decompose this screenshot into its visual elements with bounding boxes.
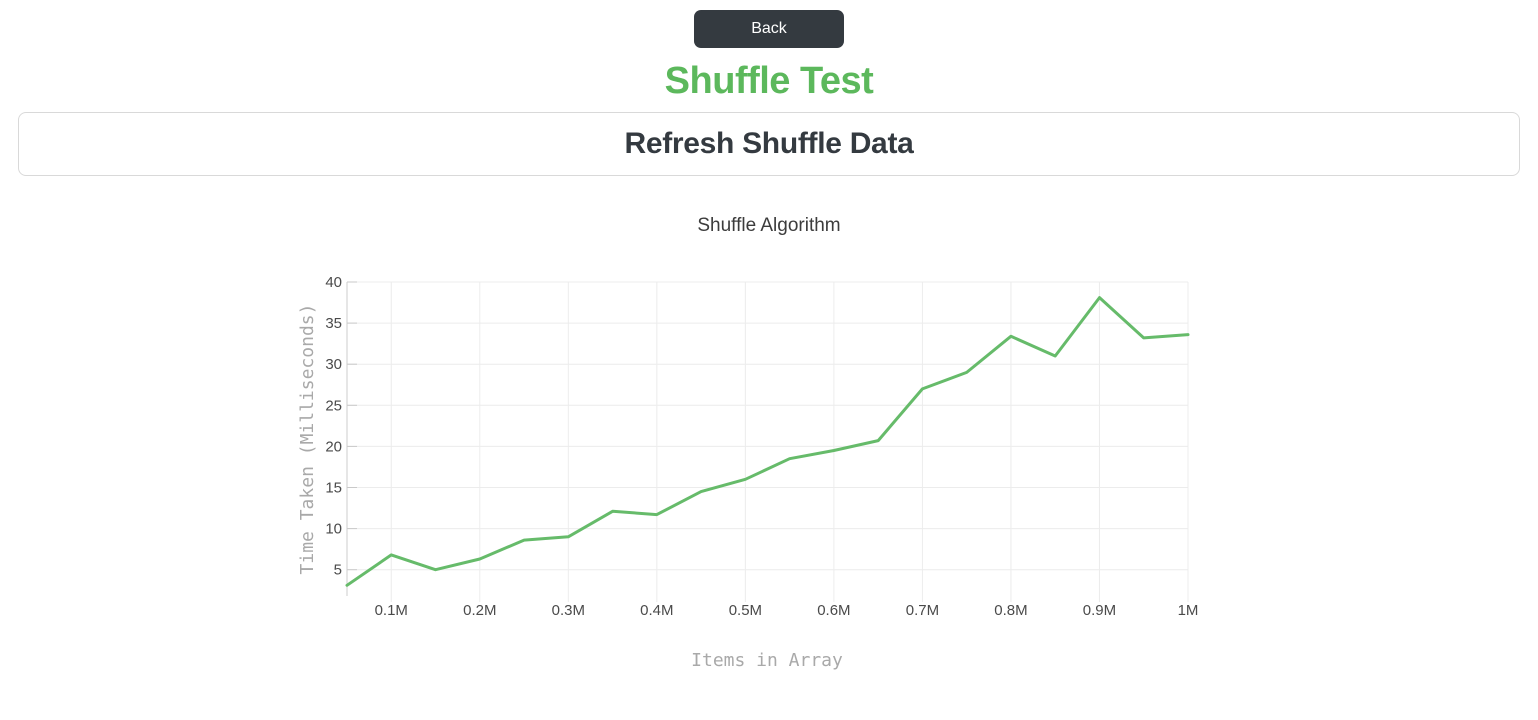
x-tick-label: 1M xyxy=(1178,602,1199,619)
x-tick-label: 0.4M xyxy=(640,602,673,619)
y-tick-label: 30 xyxy=(325,356,342,373)
x-tick-label: 0.2M xyxy=(463,602,496,619)
chart-title: Shuffle Algorithm xyxy=(697,215,841,236)
y-tick-label: 15 xyxy=(325,479,342,496)
x-tick-label: 0.8M xyxy=(994,602,1027,619)
series-line xyxy=(345,296,1190,587)
x-tick-label: 0.7M xyxy=(906,602,939,619)
y-tick-label: 35 xyxy=(325,315,342,332)
refresh-shuffle-data-button[interactable]: Refresh Shuffle Data xyxy=(18,112,1520,176)
x-tick-label: 0.3M xyxy=(552,602,585,619)
y-tick-label: 20 xyxy=(325,438,342,455)
back-button[interactable]: Back xyxy=(694,10,844,48)
x-tick-label: 0.9M xyxy=(1083,602,1116,619)
y-tick-label: 5 xyxy=(334,562,342,579)
line-chart-canvas[interactable]: 5 10 15 20 25 30 35 40 0.1M 0.2M 0.3M 0.4M 0.5M 0.6M 0… xyxy=(289,274,1249,674)
x-tick-label: 0.1M xyxy=(375,602,408,619)
y-tick-label: 10 xyxy=(325,521,342,538)
page-title: Shuffle Test xyxy=(664,60,874,102)
x-axis-title: Items in Array xyxy=(691,650,843,671)
y-tick-label: 25 xyxy=(325,397,342,414)
chart-container: Shuffle Algorithm 5 10 15 20 25 30 35 40 0.1M 0.2… xyxy=(289,212,1249,679)
x-tick-label: 0.6M xyxy=(817,602,850,619)
y-tick-label: 40 xyxy=(325,274,342,291)
y-axis-title: Time Taken (Milliseconds) xyxy=(297,304,318,575)
x-tick-label: 0.5M xyxy=(729,602,762,619)
